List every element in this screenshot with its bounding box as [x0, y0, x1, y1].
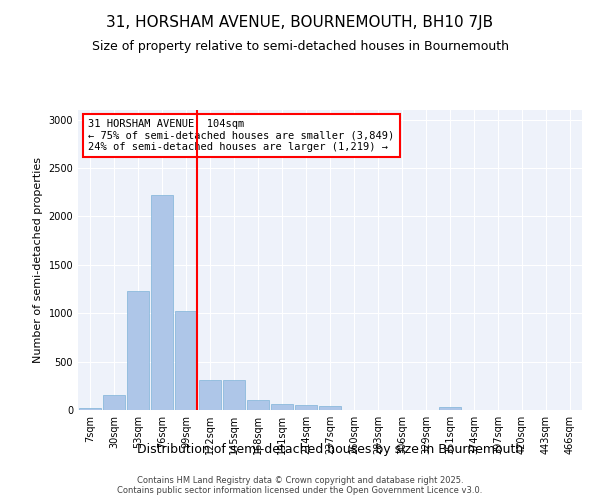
Bar: [223, 380, 245, 410]
Bar: [151, 195, 173, 410]
Text: Contains HM Land Registry data © Crown copyright and database right 2025.
Contai: Contains HM Land Registry data © Crown c…: [118, 476, 482, 495]
Text: Size of property relative to semi-detached houses in Bournemouth: Size of property relative to semi-detach…: [91, 40, 509, 53]
Bar: [103, 395, 125, 410]
Bar: [247, 400, 269, 410]
Bar: [439, 407, 461, 410]
Text: 31 HORSHAM AVENUE: 104sqm
← 75% of semi-detached houses are smaller (3,849)
24% : 31 HORSHAM AVENUE: 104sqm ← 75% of semi-…: [88, 119, 394, 152]
Text: Distribution of semi-detached houses by size in Bournemouth: Distribution of semi-detached houses by …: [137, 444, 523, 456]
Bar: [175, 312, 197, 410]
Text: 31, HORSHAM AVENUE, BOURNEMOUTH, BH10 7JB: 31, HORSHAM AVENUE, BOURNEMOUTH, BH10 7J…: [106, 15, 494, 30]
Bar: [319, 406, 341, 410]
Y-axis label: Number of semi-detached properties: Number of semi-detached properties: [33, 157, 43, 363]
Bar: [127, 291, 149, 410]
Bar: [199, 380, 221, 410]
Bar: [79, 408, 101, 410]
Bar: [295, 404, 317, 410]
Bar: [271, 404, 293, 410]
